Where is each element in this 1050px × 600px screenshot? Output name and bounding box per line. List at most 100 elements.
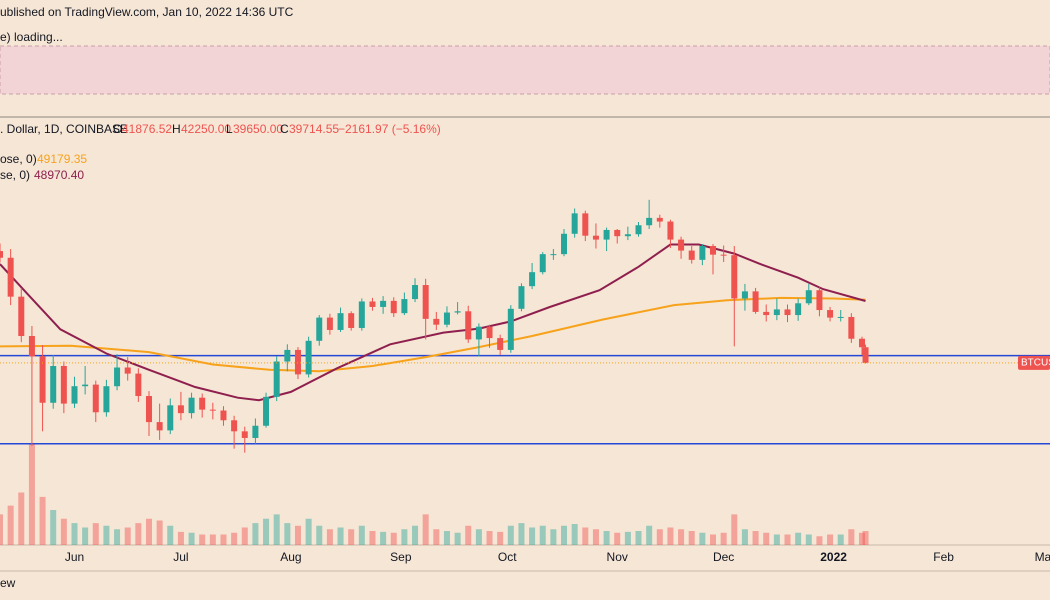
candle-body [539,254,546,273]
ohlc-label: H [172,122,181,136]
volume-bar [529,527,536,545]
candle-body [784,309,791,316]
candle-body [284,349,291,362]
volume-bar [763,532,770,545]
x-tick-label: Dec [713,550,734,564]
volume-bar [475,529,482,545]
volume-bar [380,531,387,545]
candle-body [507,308,514,350]
volume-bar [337,527,344,545]
candle-body [465,311,472,340]
volume-bar [263,518,270,545]
volume-bar [348,529,355,545]
volume-bar [209,534,216,545]
candle-body [550,254,557,256]
volume-bar [114,529,121,545]
volume-bar [241,527,248,545]
volume-bar [305,518,312,545]
volume-bar [231,532,238,545]
candle-body [763,311,770,316]
volume-bar [156,520,163,545]
x-tick-label: Nov [607,550,628,564]
candle-body [199,397,206,410]
volume-bar [124,527,131,545]
volume-bar [443,531,450,545]
volume-bar [486,531,493,545]
volume-bar [28,444,35,545]
ma-value: 48970.40 [34,168,84,182]
volume-bar [0,514,3,545]
volume-bar [358,525,365,545]
volume-bar [858,532,865,545]
volume-bar [699,532,706,545]
candle-body [156,422,163,431]
volume-bar [369,531,376,545]
volume-bar [422,514,429,545]
volume-bar [710,534,717,545]
candle-body [263,396,270,426]
indicator-status: e) loading... [0,30,63,44]
candle-body [773,309,780,316]
ohlc-value: 39714.55 [289,122,339,136]
candle-body [720,254,727,256]
candle-body [294,349,301,375]
candle-body [412,285,419,300]
volume-bar [848,529,855,545]
candle-body [592,235,599,240]
candle-body [741,291,748,299]
footer: ew [0,576,16,590]
candle-body [252,425,259,438]
x-tick-label: Jun [65,550,84,564]
candle-body [348,313,355,328]
candle-body [603,229,610,240]
moving-average [0,243,866,402]
candle-body [678,239,685,251]
candle-body [167,405,174,431]
candle-body [422,285,429,319]
volume-bar [561,525,568,545]
volume-bar [731,514,738,545]
volume-bar [571,524,578,545]
volume-bar [220,534,227,545]
candle-body [103,386,110,413]
volume-bar [103,525,110,545]
candle-body [305,340,312,375]
candle-body [614,229,621,237]
volume-bar [635,531,642,545]
ohlc-label: L [226,122,233,136]
ohlc-value: 42250.00 [181,122,231,136]
candle-body [688,250,695,260]
volume-bar [592,529,599,545]
volume-bar [454,532,461,545]
candle-body [795,303,802,316]
candle-body [60,365,67,404]
x-tick-label: Oct [498,550,517,564]
candle-body [401,299,408,314]
x-tick-label: Jul [173,550,188,564]
candle-body [858,338,865,348]
volume-bar [752,531,759,545]
volume-bar [167,525,174,545]
candle-body [656,217,663,222]
candle-body [241,431,248,438]
volume-bar [862,531,869,545]
ma-legend: se, 0) [0,168,30,182]
candle-body [50,365,57,403]
volume-bar [678,529,685,545]
volume-bar [50,510,57,545]
candle-body [454,311,461,313]
candle-body [518,286,525,309]
candle-body [209,409,216,411]
candle-body [529,272,536,287]
volume-bar [135,523,142,545]
candle-body [827,310,834,318]
ma-legend: ose, 0) [0,152,37,166]
candle-body [710,246,717,255]
volume-bar [614,532,621,545]
candle-body [561,233,568,255]
volume-bar [273,514,280,545]
candle-body [358,301,365,328]
volume-bar [188,532,195,545]
volume-bar [284,523,291,545]
